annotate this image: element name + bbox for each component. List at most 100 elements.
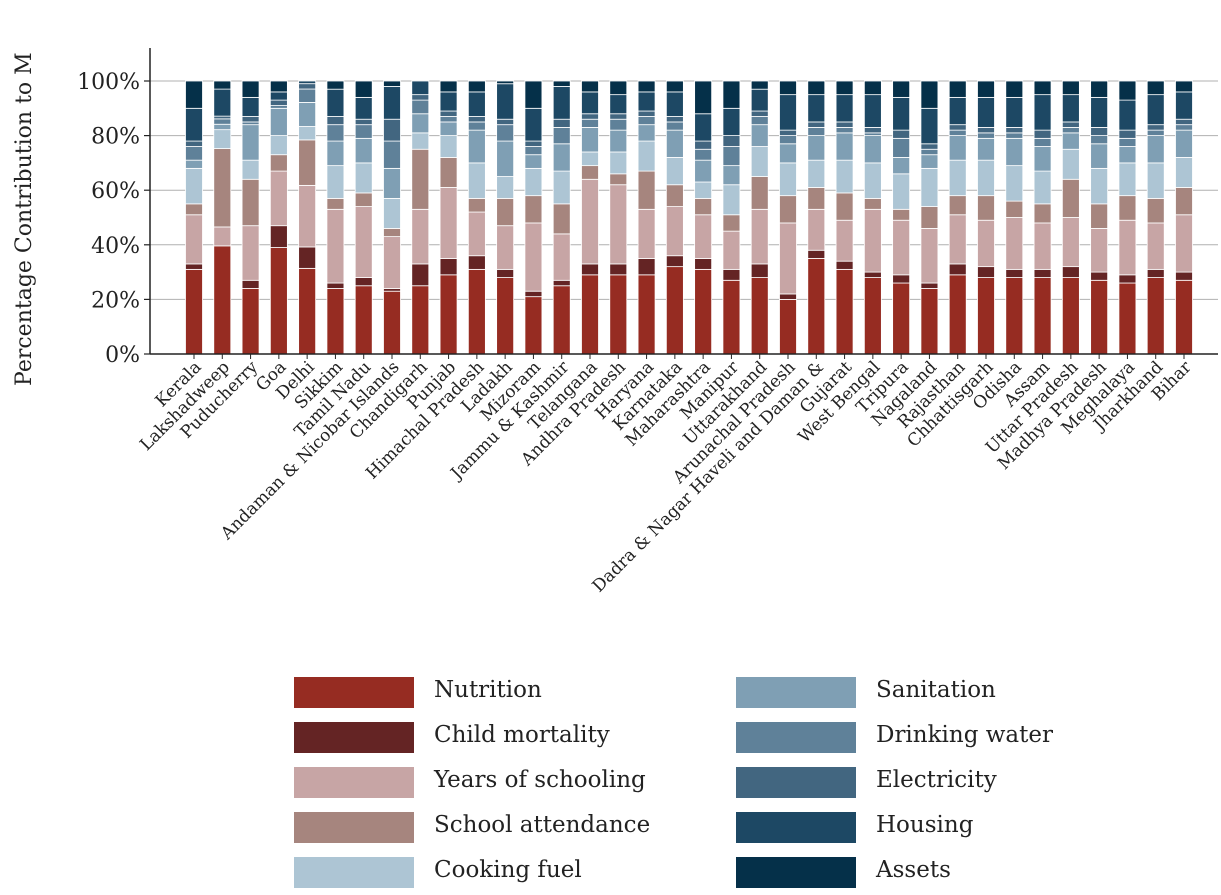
bar-segment [411,148,430,210]
bar-segment [524,296,543,355]
bar-segment [439,135,458,158]
bar-segment [1061,121,1080,128]
bar-stack [977,80,995,355]
legend-swatch [736,722,856,753]
bar-segment [496,225,515,270]
legend-item: Child mortality [294,720,694,756]
bar-stack [1033,80,1052,355]
legend-swatch [294,677,414,708]
bar-segment [581,274,599,355]
bar-segment [665,129,684,158]
bar-segment [269,225,288,248]
bar-segment [750,277,769,355]
bar-segment [750,80,769,90]
bar-segment [892,96,911,131]
bar-segment [467,116,486,123]
bar-segment [835,192,854,221]
bar-segment [1061,80,1080,96]
bar-segment [298,80,317,85]
bar-segment [1118,99,1137,131]
bar-segment [977,195,995,221]
bar-segment [694,258,713,270]
bar-segment [241,96,260,117]
bar-stack [241,80,260,355]
bar-stack [892,80,911,355]
legend-label: School attendance [434,812,651,838]
bar-segment [1090,271,1109,281]
bar-segment [552,233,571,281]
bar-segment [467,91,486,117]
bar-segment [1005,137,1024,167]
bar-segment [892,208,911,221]
bar-segment [977,96,995,128]
bar-segment [326,208,345,284]
bar-segment [383,140,401,169]
bar-segment [750,146,769,177]
bar-segment [977,132,995,139]
bar-segment [1118,80,1137,101]
bar-segment [1090,167,1109,205]
bar-segment [722,230,741,270]
bar-segment [637,140,656,172]
bar-segment [383,80,401,87]
legend-item: Assets [736,855,1136,891]
legend-item: Years of schooling [294,765,694,801]
bar-segment [467,80,486,93]
bar-segment [241,279,260,289]
bar-segment [637,80,656,93]
bar-segment [354,277,373,287]
bar-segment [269,247,288,355]
bar-segment [439,91,458,112]
bar-segment [326,288,345,355]
bar-segment [581,151,599,167]
bar-segment [298,267,317,355]
bar-segment [269,107,288,137]
bar-segment [665,206,684,257]
bar-segment [185,263,203,270]
legend-item: School attendance [294,810,694,846]
bar-segment [581,263,599,276]
bar-segment [1090,96,1109,128]
bar-segment [269,135,288,156]
bar-segment [1033,277,1052,355]
bar-segment [524,195,543,224]
bar-segment [948,135,967,161]
legend-swatch [294,812,414,843]
bar-segment [581,91,599,115]
legend-swatch [736,677,856,708]
bar-segment [750,263,769,278]
bar-segment [269,170,288,227]
bar-stack [750,80,769,355]
bar-stack [807,80,826,355]
bar-stack [948,80,967,355]
bar-segment [694,181,713,199]
bar-segment [722,214,741,232]
bar-segment [920,206,939,229]
bar-segment [1146,162,1165,199]
bar-segment [863,162,882,199]
bar-segment [977,80,995,98]
bar-segment [185,268,203,355]
bar-segment [241,159,260,180]
bar-segment [722,165,741,186]
bar-segment [241,80,260,98]
bar-segment [383,290,401,355]
legend-swatch [736,767,856,798]
bar-segment [1118,219,1137,276]
bar-segment [1118,274,1137,284]
legend-label: Cooking fuel [434,857,582,883]
bar-segment [1061,266,1080,278]
bar-segment [1061,178,1080,218]
legend-item: Drinking water [736,720,1136,756]
bar-segment [779,298,797,355]
bar-segment [185,214,203,265]
legend-label: Years of schooling [434,767,646,793]
bar-segment [326,165,345,199]
bar-segment [496,118,515,126]
bar-segment [213,118,232,125]
bar-segment [1005,277,1024,355]
bar-segment [213,80,232,90]
bar-segment [298,83,317,90]
bar-segment [439,187,458,259]
